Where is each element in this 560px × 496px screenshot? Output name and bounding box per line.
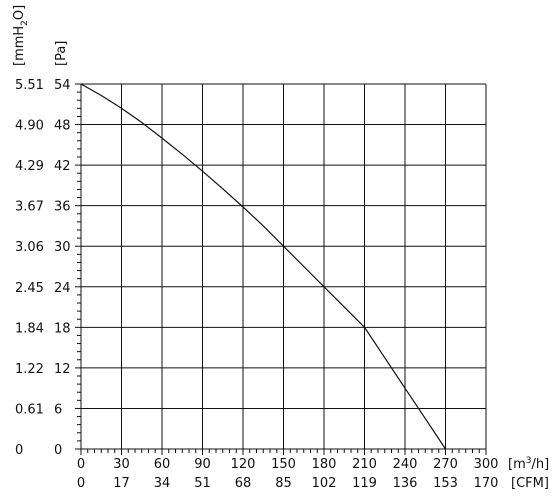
x-secondary-tick-label: 34: [154, 476, 171, 491]
x-primary-tick-label: 150: [271, 457, 296, 472]
y-secondary-unit-label: [mmH2O]: [12, 5, 30, 66]
y-secondary-tick-label: 4.29: [15, 159, 44, 174]
x-secondary-tick-label: 17: [113, 476, 130, 491]
x-primary-tick-label: 210: [352, 457, 377, 472]
x-secondary-tick-label: 85: [275, 476, 292, 491]
x-primary-tick-label: 0: [77, 457, 85, 472]
x-primary-tick-label: 90: [194, 457, 211, 472]
y-primary-unit-label: [Pa]: [54, 41, 69, 66]
x-secondary-tick-label: 0: [77, 476, 85, 491]
pressure-flow-curve: [80, 83, 446, 450]
y-primary-tick-label: 54: [54, 78, 71, 93]
y-secondary-tick-label: 3.06: [15, 240, 44, 255]
x-tick-labels: 0 30 60 90 120 150 180 210 240 270 300 0 17 34 51 68 85 1…: [77, 457, 499, 491]
x-primary-tick-label: 180: [312, 457, 337, 472]
x-primary-tick-label: 240: [393, 457, 418, 472]
y-secondary-tick-label: 0: [15, 443, 23, 458]
y-secondary-tick-label: 1.22: [15, 362, 44, 377]
y-secondary-tick-label: 0.61: [15, 402, 44, 417]
x-secondary-tick-label: 119: [352, 476, 377, 491]
x-primary-unit-label: [m3/h]: [508, 456, 549, 472]
x-secondary-tick-label: 170: [474, 476, 499, 491]
x-secondary-tick-label: 153: [433, 476, 458, 491]
y-primary-tick-label: 48: [54, 119, 71, 134]
x-secondary-tick-label: 51: [194, 476, 211, 491]
x-secondary-unit-label: [CFM]: [511, 476, 549, 491]
y-secondary-tick-label: 4.90: [15, 119, 44, 134]
y-primary-tick-label: 36: [54, 200, 71, 215]
y-secondary-tick-label: 5.51: [15, 78, 44, 93]
y-secondary-tick-label: 2.45: [15, 281, 44, 296]
y-primary-tick-label: 0: [54, 443, 62, 458]
y-primary-tick-label: 30: [54, 240, 71, 255]
x-secondary-tick-label: 102: [312, 476, 337, 491]
y-primary-tick-label: 12: [54, 362, 71, 377]
y-primary-tick-label: 18: [54, 321, 71, 336]
y-secondary-tick-label: 3.67: [15, 200, 44, 215]
x-primary-tick-label: 300: [474, 457, 499, 472]
minor-ticks: [75, 83, 487, 455]
x-primary-tick-label: 270: [433, 457, 458, 472]
y-primary-tick-label: 42: [54, 159, 71, 174]
x-primary-tick-label: 60: [154, 457, 171, 472]
y-tick-labels: 0 0.61 1.22 1.84 2.45 3.06 3.67 4.29 4.90 5.51 0 6 1…: [15, 78, 71, 458]
grid-lines: [80, 83, 487, 450]
x-primary-tick-label: 120: [231, 457, 256, 472]
y-secondary-tick-label: 1.84: [15, 321, 44, 336]
x-primary-tick-label: 30: [113, 457, 130, 472]
y-primary-tick-label: 24: [54, 281, 71, 296]
y-primary-tick-label: 6: [54, 402, 62, 417]
x-secondary-tick-label: 136: [393, 476, 418, 491]
x-secondary-tick-label: 68: [235, 476, 252, 491]
